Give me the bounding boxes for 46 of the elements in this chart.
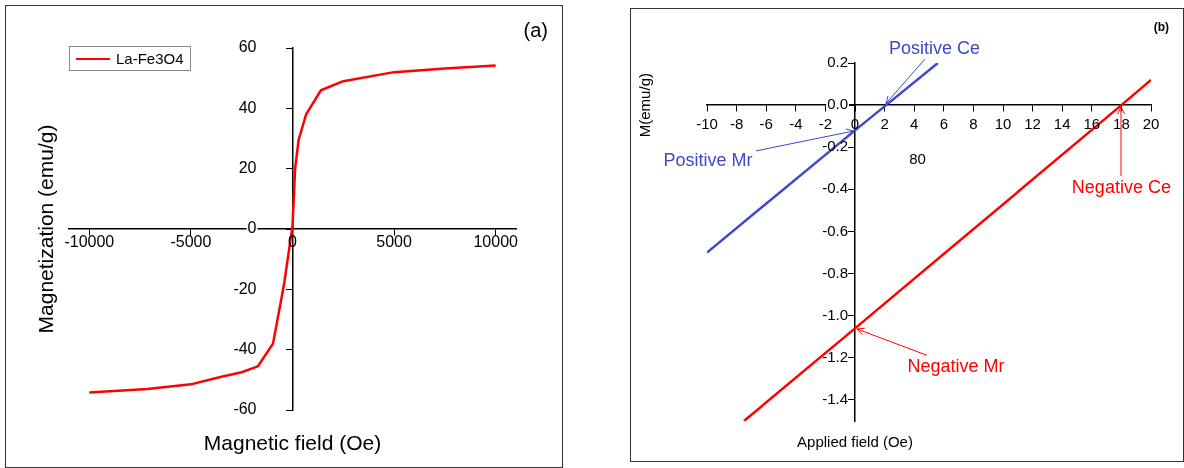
x-tick-label: -4 xyxy=(789,115,803,133)
y-tick-label: -0.4 xyxy=(822,179,849,197)
x-tick-label: 14 xyxy=(1053,115,1071,133)
annotation: Positive Mr xyxy=(663,150,753,171)
x-tick-label: 16 xyxy=(1083,115,1101,133)
y-tick-label: 40 xyxy=(238,98,257,116)
y-tick-label: 60 xyxy=(238,38,257,56)
y-tick-label: -0.8 xyxy=(822,263,849,281)
x-axis-title: Applied field (Oe) xyxy=(797,433,913,451)
x-tick-label: 10 xyxy=(994,115,1012,133)
y-tick-label: -1.0 xyxy=(822,305,849,323)
y-axis-title: M(emu/g) xyxy=(636,73,654,138)
y-tick-label: 0 xyxy=(247,219,257,237)
x-tick-label: -5000 xyxy=(170,232,212,250)
x-tick-label: 2 xyxy=(880,115,889,133)
chart-title: (a) xyxy=(523,19,548,41)
y-tick-label: -1.4 xyxy=(822,390,849,408)
x-tick-label: -6 xyxy=(759,115,773,133)
y-tick-label: -20 xyxy=(233,279,257,297)
annotation: Negative Mr xyxy=(907,356,1005,377)
x-tick-label: 4 xyxy=(910,115,919,133)
x-tick-label: -10 xyxy=(696,115,718,133)
x-tick-label: 18 xyxy=(1113,115,1130,133)
x-tick-label: 20 xyxy=(1142,115,1160,133)
y-tick-label: 20 xyxy=(238,159,257,177)
y-tick-label: -60 xyxy=(233,400,257,418)
y-tick-label: 0.0 xyxy=(827,95,849,113)
y-tick-label: -0.6 xyxy=(822,221,849,239)
legend-label: La-Fe3O4 xyxy=(116,50,184,67)
annotation: Negative Ce xyxy=(1071,177,1171,198)
y-axis-title: Magnetization (emu/g) xyxy=(33,124,57,334)
x-tick-label: -2 xyxy=(818,115,833,133)
x-tick-label: 5000 xyxy=(376,232,412,250)
x-tick-label: 10000 xyxy=(473,232,519,250)
x-tick-label: 6 xyxy=(939,115,948,133)
x-tick-label: -10000 xyxy=(64,232,115,250)
x-tick-label: -8 xyxy=(729,115,744,133)
y-tick-label: 0.2 xyxy=(827,53,849,71)
y-tick-label: -40 xyxy=(233,340,257,358)
chart-title: (b) xyxy=(1153,20,1169,34)
y-tick-label: -1.2 xyxy=(822,347,849,365)
x-axis-title: Magnetic field (Oe) xyxy=(203,430,382,454)
x-tick-label: 8 xyxy=(969,115,978,133)
annotation: 80 xyxy=(909,149,926,167)
x-tick-label: 12 xyxy=(1024,115,1041,133)
annotation: Positive Ce xyxy=(889,38,981,59)
